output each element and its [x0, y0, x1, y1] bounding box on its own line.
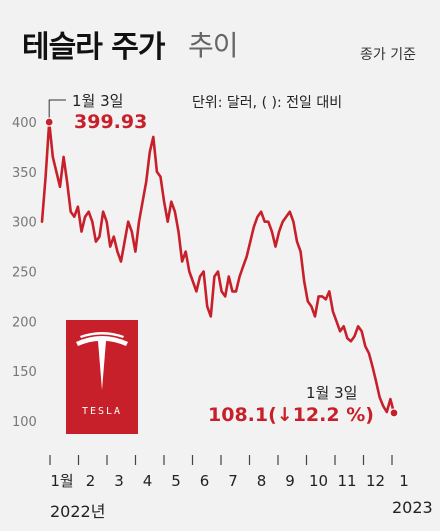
- price-line: [40, 120, 396, 415]
- end-date-label: 1월 3일: [306, 384, 358, 402]
- y-tick-label: 200: [12, 315, 37, 330]
- y-tick-label: 150: [12, 365, 37, 380]
- chart-subtitle: 추이: [188, 29, 239, 62]
- year-label-2022: 2022년: [50, 502, 106, 521]
- y-tick-label: 350: [12, 166, 37, 181]
- y-tick-label: 100: [12, 415, 37, 430]
- tesla-t-icon: [76, 332, 128, 390]
- x-tick-label: 1: [399, 472, 409, 490]
- x-tick-label: 7: [228, 472, 238, 490]
- start-leader-line: [48, 99, 66, 123]
- x-tick-label: 11: [337, 472, 356, 490]
- chart-title: 테슬라 주가: [22, 30, 165, 65]
- x-tick-label: 4: [143, 472, 153, 490]
- x-tick-label: 8: [257, 472, 267, 490]
- start-value-label: 399.93: [74, 111, 148, 133]
- x-tick-label: 5: [171, 472, 181, 490]
- basis-note: 종가 기준: [360, 47, 416, 63]
- x-tick-label: 6: [200, 472, 210, 490]
- x-tick-label: 10: [309, 472, 328, 490]
- x-tick-label: 3: [114, 472, 124, 490]
- x-tick-label: 1월: [50, 472, 73, 490]
- end-point-marker: [389, 408, 399, 418]
- start-point-marker: [44, 117, 54, 127]
- tesla-wordmark: TESLA: [81, 406, 123, 417]
- y-tick-label: 400: [12, 116, 37, 131]
- year-label-2023: 2023: [392, 498, 433, 517]
- start-date-label: 1월 3일: [72, 92, 124, 110]
- y-tick-label: 250: [12, 266, 37, 281]
- x-tick-label: 12: [366, 472, 385, 490]
- tesla-logo: TESLA: [66, 320, 138, 434]
- x-tick-label: 9: [285, 472, 295, 490]
- end-value-label: 108.1(↓12.2 %): [208, 404, 374, 426]
- x-tick-label: 2: [86, 472, 96, 490]
- y-tick-label: 300: [12, 216, 37, 231]
- unit-note: 단위: 달러, ( ): 전일 대비: [192, 95, 343, 111]
